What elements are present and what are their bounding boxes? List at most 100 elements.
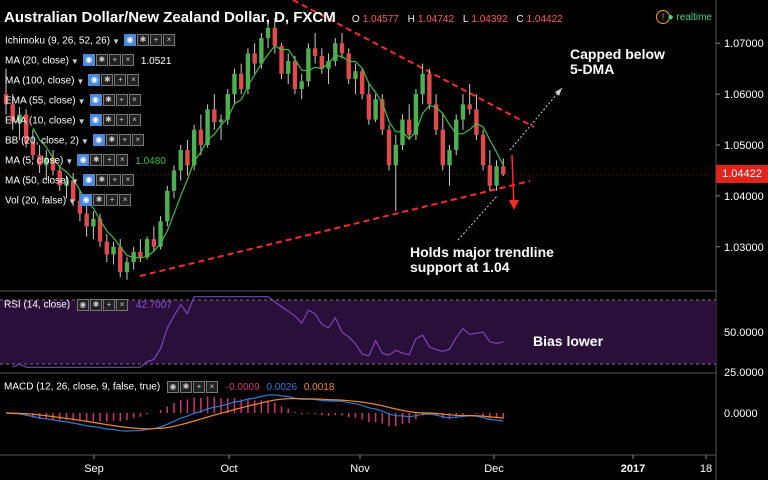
gear-icon[interactable]: ✱ — [102, 114, 115, 127]
rsi-value: 42.7007 — [135, 299, 172, 311]
candle-body — [218, 119, 224, 123]
chevron-down-icon[interactable]: ▼ — [77, 96, 86, 106]
eye-icon[interactable]: ◉ — [82, 54, 95, 67]
gear-icon[interactable]: ✱ — [179, 381, 192, 393]
eye-icon[interactable]: ◉ — [89, 114, 102, 127]
indicator-row[interactable]: MA (5, close) ▼ ◉ ✱ + × 1.0480 — [5, 154, 166, 168]
eye-icon[interactable]: ◉ — [123, 34, 136, 47]
plus-icon[interactable]: + — [115, 94, 128, 107]
rsi-controls: ◉ ✱ + × — [76, 299, 129, 311]
indicator-controls: ◉ ✱ + × — [89, 94, 142, 108]
close-icon[interactable]: × — [131, 134, 144, 147]
eye-icon[interactable]: ◉ — [76, 299, 89, 311]
eye-icon[interactable]: ◉ — [89, 94, 102, 107]
indicator-label: Vol (20, false) — [5, 195, 67, 207]
eye-icon[interactable]: ◉ — [82, 174, 95, 187]
indicator-controls: ◉ ✱ + × — [88, 74, 140, 88]
candle-body — [104, 241, 109, 255]
indicator-label: MA (5, close) — [5, 155, 64, 167]
candle-body — [212, 109, 217, 123]
candle-body — [198, 129, 204, 145]
gear-icon[interactable]: ✱ — [95, 54, 108, 67]
close-icon[interactable]: × — [116, 154, 129, 167]
chevron-down-icon[interactable]: ▼ — [80, 136, 89, 146]
gear-icon[interactable]: ✱ — [102, 94, 115, 107]
x-tick-label: 2017 — [621, 463, 645, 475]
plus-icon[interactable]: + — [115, 114, 128, 127]
gear-icon[interactable]: ✱ — [105, 134, 118, 147]
close-icon[interactable]: × — [115, 299, 128, 311]
eye-icon[interactable]: ◉ — [92, 134, 105, 147]
chevron-down-icon[interactable]: ▼ — [112, 36, 120, 46]
indicator-row[interactable]: MA (20, close) ▼ ◉ ✱ + × 1.0521 — [5, 54, 171, 68]
plus-icon[interactable]: + — [106, 194, 119, 207]
plus-icon[interactable]: + — [103, 154, 116, 167]
indicator-row[interactable]: EMA (55, close) ▼ ◉ ✱ + × — [5, 94, 142, 108]
indicator-controls: ◉ ✱ + × — [123, 34, 176, 48]
indicator-row[interactable]: MA (100, close) ▼ ◉ ✱ + × — [5, 74, 140, 88]
plus-icon[interactable]: + — [118, 134, 131, 147]
close-icon[interactable]: × — [205, 381, 218, 393]
y-tick-label: 1.05000 — [724, 140, 764, 152]
y-tick-label: 1.06000 — [724, 89, 764, 101]
realtime-label: realtime — [676, 12, 712, 23]
candle-body — [118, 246, 123, 273]
candle-body — [494, 166, 499, 186]
chevron-down-icon[interactable]: ▼ — [70, 56, 79, 66]
indicator-controls: ◉ ✱ + × — [82, 174, 135, 188]
eye-icon[interactable]: ◉ — [166, 381, 179, 393]
chevron-down-icon[interactable]: ▼ — [76, 76, 85, 86]
indicator-row[interactable]: BB (20, close, 2) ▼ ◉ ✱ + × — [5, 134, 145, 148]
close-icon[interactable]: × — [162, 34, 175, 47]
eye-icon[interactable]: ◉ — [88, 74, 101, 87]
gear-icon[interactable]: ✱ — [95, 174, 108, 187]
x-tick-label: 18 — [700, 463, 712, 475]
indicator-value: 1.0521 — [140, 55, 172, 67]
indicator-value: 1.0480 — [135, 155, 166, 167]
plus-icon[interactable]: + — [114, 74, 127, 87]
candle-body — [339, 43, 345, 54]
down-arrow-head — [509, 200, 519, 210]
gear-icon[interactable]: ✱ — [90, 154, 103, 167]
chevron-down-icon[interactable]: ▼ — [77, 116, 86, 126]
gear-icon[interactable]: ✱ — [136, 34, 149, 47]
chevron-down-icon[interactable]: ▼ — [70, 176, 79, 186]
indicator-row[interactable]: Vol (20, false) ▼ ◉ ✱ + × — [5, 194, 132, 208]
candle-body — [97, 218, 103, 242]
indicator-label: MA (20, close) — [5, 55, 69, 67]
close-icon[interactable]: × — [121, 54, 134, 67]
warning-icon[interactable]: ! — [656, 10, 670, 24]
eye-icon[interactable]: ◉ — [80, 194, 93, 207]
indicator-row[interactable]: MA (50, close) ▼ ◉ ✱ + × — [5, 174, 135, 188]
chevron-down-icon[interactable]: ▼ — [65, 156, 74, 166]
plus-icon[interactable]: + — [108, 174, 121, 187]
candle-body — [420, 73, 425, 95]
gear-icon[interactable]: ✱ — [101, 74, 114, 87]
indicator-controls: ◉ ✱ + × — [89, 114, 142, 128]
eye-icon[interactable]: ◉ — [77, 154, 90, 167]
macd-tick-label: 0.0000 — [724, 408, 758, 420]
gear-icon[interactable]: ✱ — [89, 299, 102, 311]
plus-icon[interactable]: + — [192, 381, 205, 393]
candle-body — [10, 104, 15, 123]
candle-body — [359, 71, 365, 95]
close-icon[interactable]: × — [128, 94, 141, 107]
plus-icon[interactable]: + — [102, 299, 115, 311]
macd-line — [5, 394, 504, 432]
indicator-label: EMA (55, close) — [5, 95, 76, 107]
low-label: L — [462, 14, 469, 25]
gear-icon[interactable]: ✱ — [93, 194, 106, 207]
indicator-row[interactable]: EMA (10, close) ▼ ◉ ✱ + × — [5, 114, 142, 128]
chevron-down-icon[interactable]: ▼ — [68, 196, 77, 206]
close-icon[interactable]: × — [128, 114, 141, 127]
plus-icon[interactable]: + — [149, 34, 162, 47]
plus-icon[interactable]: + — [108, 54, 121, 67]
close-icon[interactable]: × — [127, 74, 140, 87]
close-icon[interactable]: × — [119, 194, 132, 207]
candle-body — [393, 145, 398, 166]
candle-body — [474, 109, 479, 135]
close-icon[interactable]: × — [121, 174, 134, 187]
indicator-row[interactable]: Ichimoku (9, 26, 52, 26) ▼ ◉ ✱ + × — [5, 34, 176, 48]
candle-body — [124, 262, 130, 273]
candle-body — [252, 53, 257, 64]
